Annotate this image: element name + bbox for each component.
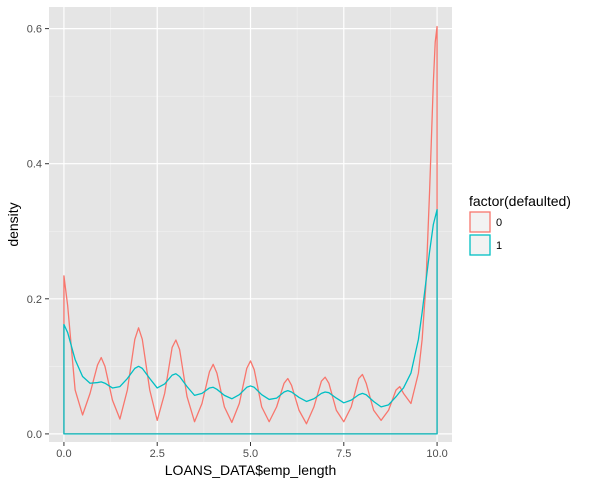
y-axis-title: density [5,202,21,246]
legend-key-1 [469,234,491,256]
y-tick-label: 0.2 [27,294,42,306]
x-tick-label: 7.5 [336,448,351,460]
density-series-1 [63,208,438,435]
x-tick-label: 10.0 [426,448,447,460]
legend: factor(defaulted) 0 1 [469,193,571,256]
y-tick-label: 0.0 [27,429,42,441]
y-axis-ticks: 0.0 0.2 0.4 0.6 [27,24,49,441]
y-tick-label: 0.6 [27,24,42,36]
x-axis-ticks: 0.0 2.5 5.0 7.5 10.0 [56,442,448,460]
density-series-0 [63,25,438,435]
x-tick-label: 5.0 [243,448,258,460]
x-axis-title: LOANS_DATA$emp_length [165,462,336,478]
legend-title: factor(defaulted) [469,193,571,209]
x-tick-label: 2.5 [150,448,165,460]
legend-key-0 [469,211,491,233]
density-series-layer [63,25,438,435]
x-tick-label: 0.0 [56,448,71,460]
y-tick-label: 0.4 [27,159,42,171]
legend-label-1: 1 [496,240,502,252]
legend-label-0: 0 [496,217,502,229]
